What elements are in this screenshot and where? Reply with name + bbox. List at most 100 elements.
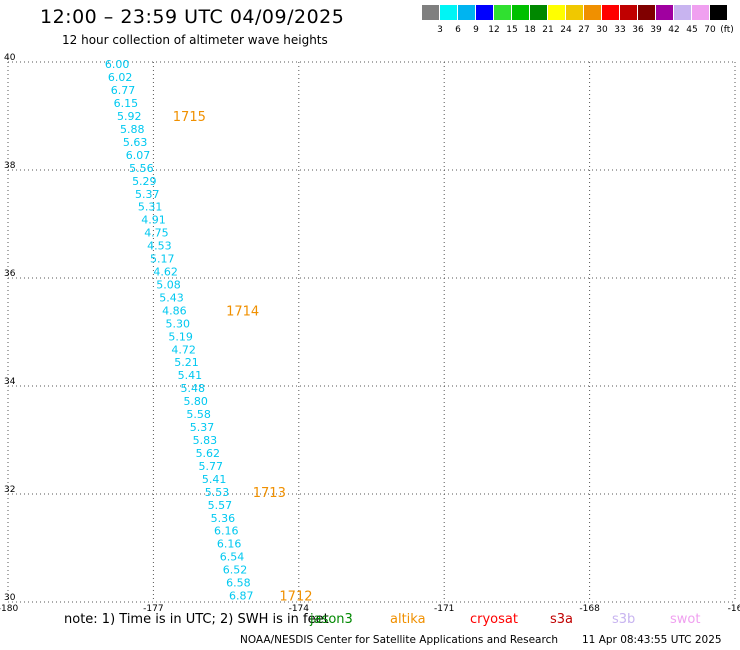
x-tick-label: -171 — [434, 604, 454, 614]
legend-swatch — [674, 5, 691, 20]
legend-bin-label: 27 — [578, 25, 590, 35]
wave-height-value: 4.91 — [141, 214, 166, 227]
wave-height-value: 5.83 — [193, 434, 218, 447]
footer-note: note: 1) Time is in UTC; 2) SWH is in fe… — [64, 612, 329, 627]
wave-height-value: 5.92 — [117, 110, 142, 123]
wave-height-value: 4.62 — [153, 266, 178, 279]
wave-height-value: 6.00 — [105, 58, 130, 71]
wave-height-value: 5.19 — [168, 330, 193, 343]
legend-swatch — [656, 5, 673, 20]
wave-height-value: 4.53 — [147, 240, 172, 253]
satellite-label: cryosat — [470, 612, 518, 627]
wave-height-value: 6.54 — [220, 551, 245, 564]
generated-timestamp: 11 Apr 08:43:55 UTC 2025 — [582, 634, 722, 646]
legend-bin-label: 39 — [650, 25, 662, 35]
pass-time-label: 1714 — [226, 304, 259, 319]
wave-height-value: 5.29 — [132, 175, 157, 188]
credit-line: NOAA/NESDIS Center for Satellite Applica… — [240, 634, 558, 646]
satellite-label: swot — [670, 612, 701, 627]
legend-swatch — [692, 5, 709, 20]
wave-height-value: 5.31 — [138, 201, 163, 214]
x-tick-label: -16 — [728, 604, 740, 614]
legend-swatch — [530, 5, 547, 20]
legend-bin-label: 21 — [542, 25, 554, 35]
satellite-label: altika — [390, 612, 426, 627]
legend-swatch — [548, 5, 565, 20]
legend-bin-label: 42 — [668, 25, 680, 35]
map-subtitle: 12 hour collection of altimeter wave hei… — [62, 33, 328, 47]
wave-height-value: 5.56 — [129, 162, 154, 175]
legend-swatch — [638, 5, 655, 20]
legend-swatch — [602, 5, 619, 20]
pass-time-label: 1712 — [279, 590, 312, 605]
wave-height-value: 4.75 — [144, 227, 169, 240]
legend-bin-label: 6 — [455, 25, 461, 35]
wave-height-value: 5.58 — [186, 408, 211, 421]
wave-height-value: 6.16 — [214, 525, 239, 538]
legend-swatch — [476, 5, 493, 20]
legend-swatch — [566, 5, 583, 20]
wave-height-value: 5.62 — [196, 447, 221, 460]
legend-bin-label: 15 — [506, 25, 518, 35]
legend-swatch — [620, 5, 637, 20]
y-tick-label: 38 — [4, 161, 16, 171]
legend-swatch — [512, 5, 529, 20]
y-tick-label: 40 — [4, 53, 16, 63]
wave-height-value: 5.41 — [202, 473, 227, 486]
legend-bin-label: 70 — [704, 25, 716, 35]
pass-time-label: 1713 — [253, 486, 286, 501]
wave-height-value: 6.58 — [226, 577, 251, 590]
legend-swatch — [458, 5, 475, 20]
wave-height-value: 6.16 — [217, 538, 242, 551]
wave-height-value: 6.15 — [114, 97, 139, 110]
map-title: 12:00 – 23:59 UTC 04/09/2025 — [40, 6, 345, 28]
x-tick-label: -174 — [289, 604, 310, 614]
legend-swatch — [422, 5, 439, 20]
wave-height-value: 5.88 — [120, 123, 145, 136]
wave-height-value: 5.08 — [156, 278, 181, 291]
wave-height-value: 5.80 — [183, 395, 208, 408]
legend-bin-label: 33 — [614, 25, 626, 35]
wave-height-value: 4.86 — [162, 304, 187, 317]
wave-height-value: 5.57 — [208, 499, 233, 512]
legend-bin-label: 30 — [596, 25, 608, 35]
wave-height-value: 5.37 — [190, 421, 215, 434]
wave-height-value: 5.37 — [135, 188, 160, 201]
satellite-label: jason3 — [310, 612, 353, 627]
y-tick-label: 30 — [4, 593, 16, 603]
legend-swatch — [440, 5, 457, 20]
legend-bin-label: 18 — [524, 25, 536, 35]
legend-bin-label: 12 — [488, 25, 500, 35]
wave-height-value: 6.87 — [229, 590, 254, 603]
wave-height-value: 5.63 — [123, 136, 148, 149]
wave-height-value: 5.48 — [181, 382, 206, 395]
wave-height-value: 5.77 — [198, 460, 223, 473]
x-tick-label: -168 — [579, 604, 600, 614]
wave-height-value: 6.52 — [223, 564, 248, 577]
wave-height-value: 5.53 — [205, 486, 230, 499]
wave-height-value: 5.21 — [174, 356, 199, 369]
x-tick-label: -177 — [143, 604, 163, 614]
legend-bin-label: 45 — [686, 25, 698, 35]
legend-swatch — [710, 5, 727, 20]
satellite-label: s3b — [612, 612, 636, 627]
legend-bin-label: 9 — [473, 25, 479, 35]
y-tick-label: 36 — [4, 269, 16, 279]
wave-height-value: 5.17 — [150, 253, 175, 266]
legend-bin-label: 3 — [437, 25, 443, 35]
legend-bin-label: 24 — [560, 25, 572, 35]
legend-swatch — [494, 5, 511, 20]
wave-height-value: 5.30 — [166, 317, 191, 330]
legend-unit-label: (ft) — [720, 25, 734, 35]
wave-height-value: 6.02 — [108, 71, 133, 84]
wave-height-value: 6.77 — [111, 84, 135, 97]
y-tick-label: 34 — [4, 377, 16, 387]
wave-height-value: 5.41 — [178, 369, 203, 382]
wave-height-value: 6.07 — [126, 149, 151, 162]
x-tick-label: -180 — [0, 604, 18, 614]
y-tick-label: 32 — [4, 485, 15, 495]
satellite-label: s3a — [550, 612, 574, 627]
legend-bin-label: 36 — [632, 25, 644, 35]
pass-time-label: 1715 — [173, 110, 206, 125]
